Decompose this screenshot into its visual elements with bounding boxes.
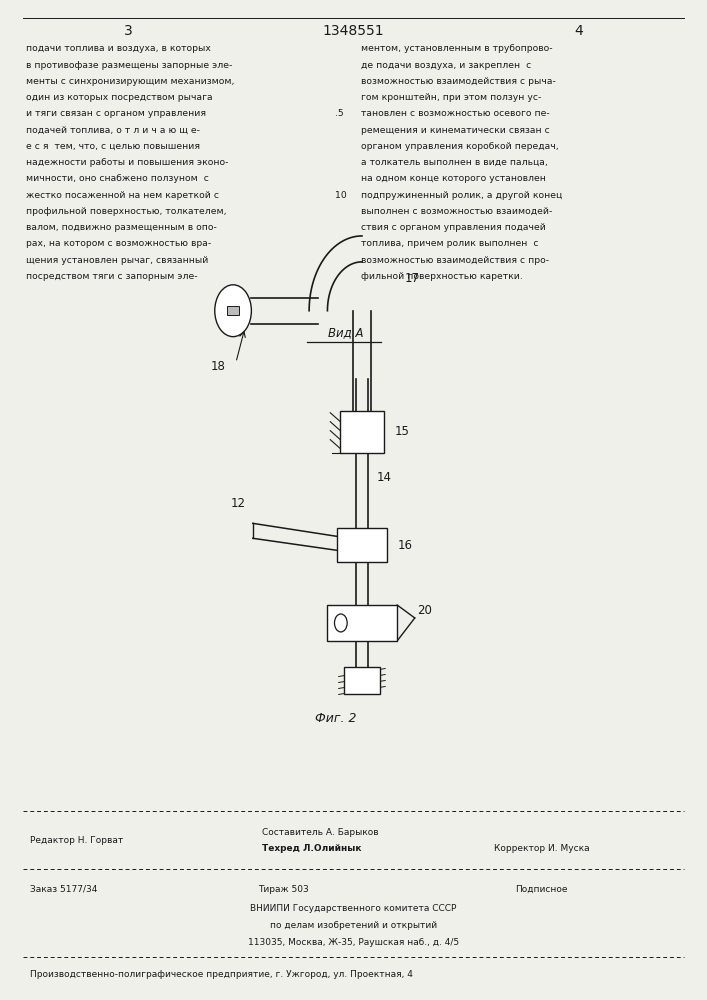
Text: Вид A: Вид A (327, 326, 363, 339)
Text: надежности работы и повышения эконо-: надежности работы и повышения эконо- (26, 158, 228, 167)
Text: а толкатель выполнен в виде пальца,: а толкатель выполнен в виде пальца, (361, 158, 547, 167)
Text: менты с синхронизирующим механизмом,: менты с синхронизирующим механизмом, (26, 77, 235, 86)
Text: выполнен с возможностью взаимодей-: выполнен с возможностью взаимодей- (361, 207, 552, 216)
Text: 20: 20 (417, 604, 432, 617)
Text: 17: 17 (404, 272, 419, 285)
Text: 4: 4 (575, 24, 583, 38)
Text: Редактор Н. Горват: Редактор Н. Горват (30, 836, 123, 845)
Text: 3: 3 (124, 24, 132, 38)
Text: подпружиненный ролик, а другой конец: подпружиненный ролик, а другой конец (361, 191, 562, 200)
Text: е с я  тем, что, с целью повышения: е с я тем, что, с целью повышения (26, 142, 200, 151)
Text: по делам изобретений и открытий: по делам изобретений и открытий (270, 921, 437, 930)
Text: подачи топлива и воздуха, в которых: подачи топлива и воздуха, в которых (26, 44, 211, 53)
Text: возможностью взаимодействия с про-: возможностью взаимодействия с про- (361, 256, 549, 265)
Text: Составитель А. Барыков: Составитель А. Барыков (262, 828, 378, 837)
Text: 18: 18 (211, 360, 226, 373)
Text: Тираж 503: Тираж 503 (258, 885, 308, 894)
Text: один из которых посредством рычага: один из которых посредством рычага (26, 93, 213, 102)
Text: на одном конце которого установлен: на одном конце которого установлен (361, 174, 545, 183)
Text: Корректор И. Муска: Корректор И. Муска (494, 844, 590, 853)
Text: валом, подвижно размещенным в опо-: валом, подвижно размещенным в опо- (26, 223, 217, 232)
Text: Подписное: Подписное (515, 885, 568, 894)
FancyBboxPatch shape (228, 306, 239, 315)
Text: 10: 10 (335, 191, 347, 200)
Text: ВНИИПИ Государственного комитета СССР: ВНИИПИ Государственного комитета СССР (250, 904, 457, 913)
Text: 12: 12 (230, 497, 246, 510)
Text: щения установлен рычаг, связанный: щения установлен рычаг, связанный (26, 256, 209, 265)
Circle shape (215, 285, 252, 337)
Text: 16: 16 (398, 539, 413, 552)
Text: топлива, причем ролик выполнен  с: топлива, причем ролик выполнен с (361, 239, 538, 248)
Text: профильной поверхностью, толкателем,: профильной поверхностью, толкателем, (26, 207, 226, 216)
Text: подачей топлива, о т л и ч а ю щ е-: подачей топлива, о т л и ч а ю щ е- (26, 126, 200, 135)
Text: Техред Л.Олийнык: Техред Л.Олийнык (262, 844, 361, 853)
Circle shape (334, 614, 347, 632)
Text: возможностью взаимодействия с рыча-: возможностью взаимодействия с рыча- (361, 77, 556, 86)
Text: фильной поверхностью каретки.: фильной поверхностью каретки. (361, 272, 522, 281)
Text: 1348551: 1348551 (322, 24, 385, 38)
Text: гом кронштейн, при этом ползун ус-: гом кронштейн, при этом ползун ус- (361, 93, 541, 102)
Text: тановлен с возможностью осевого пе-: тановлен с возможностью осевого пе- (361, 109, 549, 118)
FancyBboxPatch shape (344, 667, 380, 694)
Text: жестко посаженной на нем кареткой с: жестко посаженной на нем кареткой с (26, 191, 219, 200)
Text: Фиг. 2: Фиг. 2 (315, 712, 356, 725)
Text: мичности, оно снабжено ползуном  с: мичности, оно снабжено ползуном с (26, 174, 209, 183)
Text: 15: 15 (395, 425, 409, 438)
Text: ствия с органом управления подачей: ствия с органом управления подачей (361, 223, 545, 232)
Text: ремещения и кинематически связан с: ремещения и кинематически связан с (361, 126, 549, 135)
Text: .5: .5 (335, 109, 344, 118)
Text: и тяги связан с органом управления: и тяги связан с органом управления (26, 109, 206, 118)
Text: 113035, Москва, Ж-35, Раушская наб., д. 4/5: 113035, Москва, Ж-35, Раушская наб., д. … (248, 938, 459, 947)
Text: в противофазе размещены запорные эле-: в противофазе размещены запорные эле- (26, 61, 233, 70)
FancyBboxPatch shape (337, 528, 387, 562)
Text: органом управления коробкой передач,: органом управления коробкой передач, (361, 142, 558, 151)
Text: рах, на котором с возможностью вра-: рах, на котором с возможностью вра- (26, 239, 211, 248)
Text: Заказ 5177/34: Заказ 5177/34 (30, 885, 97, 894)
Text: Производственно-полиграфическое предприятие, г. Ужгород, ул. Проектная, 4: Производственно-полиграфическое предприя… (30, 970, 412, 979)
Text: ментом, установленным в трубопрово-: ментом, установленным в трубопрово- (361, 44, 552, 53)
Text: посредством тяги с запорным эле-: посредством тяги с запорным эле- (26, 272, 198, 281)
FancyBboxPatch shape (327, 605, 397, 641)
Text: де подачи воздуха, и закреплен  с: де подачи воздуха, и закреплен с (361, 61, 531, 70)
FancyBboxPatch shape (340, 411, 384, 453)
Text: 14: 14 (377, 471, 392, 484)
